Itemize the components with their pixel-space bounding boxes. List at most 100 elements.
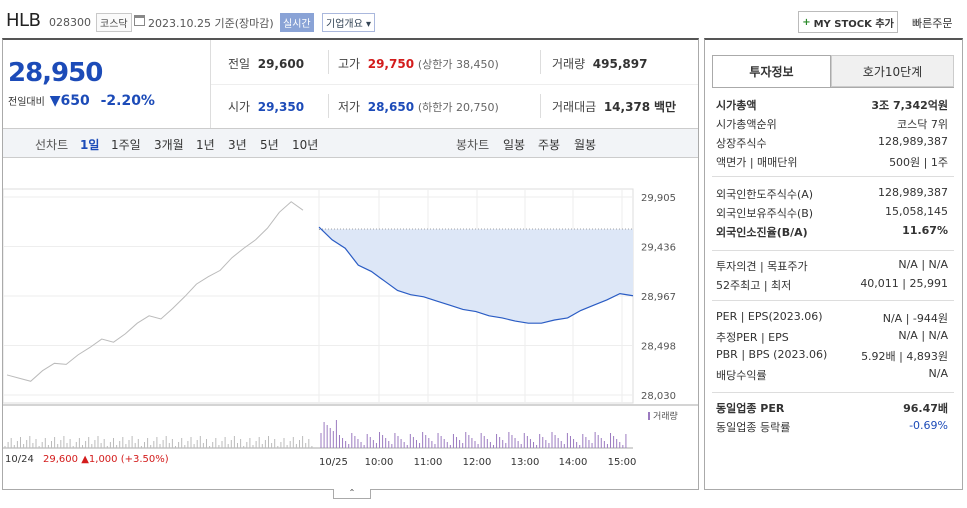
chevron-up-icon: ⌃ xyxy=(348,488,356,497)
info-value: 5.92배 | 4,893원 xyxy=(861,350,948,363)
x-tick-label: 14:00 xyxy=(559,457,588,468)
divider xyxy=(712,250,954,251)
info-value: N/A xyxy=(928,367,948,380)
change-percent: -2.20% xyxy=(100,93,155,109)
info-value: 15,058,145 xyxy=(885,205,948,218)
info-value: 96.47배 xyxy=(903,402,948,415)
info-row: 52주최고 | 최저 40,011 | 25,991 xyxy=(716,277,948,296)
y-tick-label: 29,436 xyxy=(641,243,676,254)
open-value: 29,350 xyxy=(257,100,305,114)
info-row: PER | EPS(2023.06) N/A | -944원 xyxy=(716,310,948,329)
info-label: PBR | BPS (2023.06) xyxy=(716,348,828,361)
x-tick-label: 15:00 xyxy=(608,457,637,468)
info-label: 시가총액순위 xyxy=(716,118,777,131)
price-chart: 29,905 29,436 28,967 28,498 28,030 10/25 10:00… xyxy=(3,188,698,468)
volume-value: 495,897 xyxy=(592,57,648,71)
realtime-button[interactable]: 실시간 xyxy=(280,13,314,32)
change-value: 650 xyxy=(60,93,90,109)
prev-day-line xyxy=(6,201,304,382)
divider xyxy=(210,40,211,128)
tab-3y[interactable]: 3년 xyxy=(228,138,247,152)
info-value: 40,011 | 25,991 xyxy=(860,277,948,290)
info-label: 동일업종 등락률 xyxy=(716,421,791,434)
tab-daily[interactable]: 일봉 xyxy=(503,138,526,152)
x-tick-label: 12:00 xyxy=(463,457,492,468)
info-label: 배당수익률 xyxy=(716,369,767,382)
info-value: 128,989,387 xyxy=(878,186,948,199)
info-row: 상장주식수 128,989,387 xyxy=(716,135,948,154)
today-line xyxy=(318,226,634,324)
collapse-toggle[interactable]: ⌃ xyxy=(333,489,371,499)
info-value: N/A | -944원 xyxy=(882,312,948,325)
y-tick-label: 29,905 xyxy=(641,193,676,204)
prev-label: 전일 xyxy=(228,57,251,71)
candle-chart-label: 봉차트 xyxy=(456,138,490,152)
chevron-down-icon: ▾ xyxy=(366,19,372,30)
x-tick-label: 10/25 xyxy=(319,457,348,468)
high-value: 29,750 xyxy=(367,57,415,71)
open-price: 시가 29,350 xyxy=(228,98,304,115)
info-label: 외국인한도주식수(A) xyxy=(716,188,814,201)
prev-day-info: 10/24 29,600 ▲1,000 (+3.50%) xyxy=(5,454,169,465)
divider xyxy=(540,50,541,74)
tab-weekly[interactable]: 주봉 xyxy=(538,138,561,152)
info-row: 시가총액순위 코스닥 7위 xyxy=(716,116,948,135)
volume-label: 거래량 xyxy=(653,410,678,422)
tab-1w[interactable]: 1주일 xyxy=(111,138,141,152)
tab-10y[interactable]: 10년 xyxy=(292,138,319,152)
tab-1y[interactable]: 1년 xyxy=(196,138,215,152)
info-row: 시가총액 3조 7,342억원 xyxy=(716,97,948,116)
divider xyxy=(712,300,954,301)
upper-limit: (상한가 38,450) xyxy=(417,58,499,71)
y-tick-label: 28,030 xyxy=(641,391,676,402)
tab-5y[interactable]: 5년 xyxy=(260,138,279,152)
info-label: 투자의견 | 목표주가 xyxy=(716,260,808,273)
tab-invest-info[interactable]: 투자정보 xyxy=(712,55,831,87)
up-triangle-icon: ▲ xyxy=(81,454,89,465)
amount-unit: 백만 xyxy=(653,100,677,114)
info-label: 추정PER | EPS xyxy=(716,331,789,344)
x-tick-label: 13:00 xyxy=(511,457,540,468)
down-triangle-icon: ▼ xyxy=(49,93,61,109)
prev-day-change: 1,000 xyxy=(88,454,118,465)
info-row: 동일업종 등락률 -0.69% xyxy=(716,419,948,438)
trade-amount: 거래대금 14,378 백만 xyxy=(552,98,676,115)
open-label: 시가 xyxy=(228,100,251,114)
divider xyxy=(712,176,954,177)
info-label: PER | EPS(2023.06) xyxy=(716,310,823,323)
low-price: 저가 28,650 (하한가 20,750) xyxy=(338,98,499,115)
info-row: 배당수익률 N/A xyxy=(716,367,948,386)
corp-info-dropdown[interactable]: 기업개요 ▾ xyxy=(322,13,376,32)
tab-3m[interactable]: 3개월 xyxy=(154,138,184,152)
divider xyxy=(712,87,954,88)
info-row: 외국인소진율(B/A) 11.67% xyxy=(716,224,948,243)
current-price: 28,950 xyxy=(8,58,103,88)
divider xyxy=(211,84,698,85)
plus-icon: + xyxy=(802,16,811,28)
add-my-stock-button[interactable]: + MY STOCK 추가 xyxy=(798,11,898,33)
divider xyxy=(328,50,329,74)
area-fill xyxy=(319,227,633,324)
stock-code: 028300 xyxy=(49,16,91,29)
add-my-stock-label: MY STOCK 추가 xyxy=(813,18,894,30)
tab-orderbook[interactable]: 호가10단계 xyxy=(831,55,954,87)
info-row: 외국인한도주식수(A) 128,989,387 xyxy=(716,186,948,205)
volume-label: 거래량 xyxy=(552,57,586,71)
divider xyxy=(540,94,541,118)
info-label: 외국인보유주식수(B) xyxy=(716,207,814,220)
calendar-icon xyxy=(134,15,145,26)
prev-day-pct: (+3.50%) xyxy=(120,454,169,465)
prev-close: 전일 29,600 xyxy=(228,55,304,72)
info-row: 동일업종 PER 96.47배 xyxy=(716,400,948,419)
info-row: PBR | BPS (2023.06) 5.92배 | 4,893원 xyxy=(716,348,948,367)
info-label: 상장주식수 xyxy=(716,137,767,150)
y-tick-label: 28,498 xyxy=(641,342,676,353)
tab-monthly[interactable]: 월봉 xyxy=(574,138,597,152)
low-label: 저가 xyxy=(338,100,361,114)
quick-order-link[interactable]: 빠른주문 xyxy=(912,17,953,30)
tab-1d[interactable]: 1일 xyxy=(80,138,100,152)
info-label: 동일업종 PER xyxy=(716,402,785,415)
prev-day-date: 10/24 xyxy=(5,454,34,465)
invest-info-panel xyxy=(704,38,963,490)
lower-limit: (하한가 20,750) xyxy=(417,101,499,114)
